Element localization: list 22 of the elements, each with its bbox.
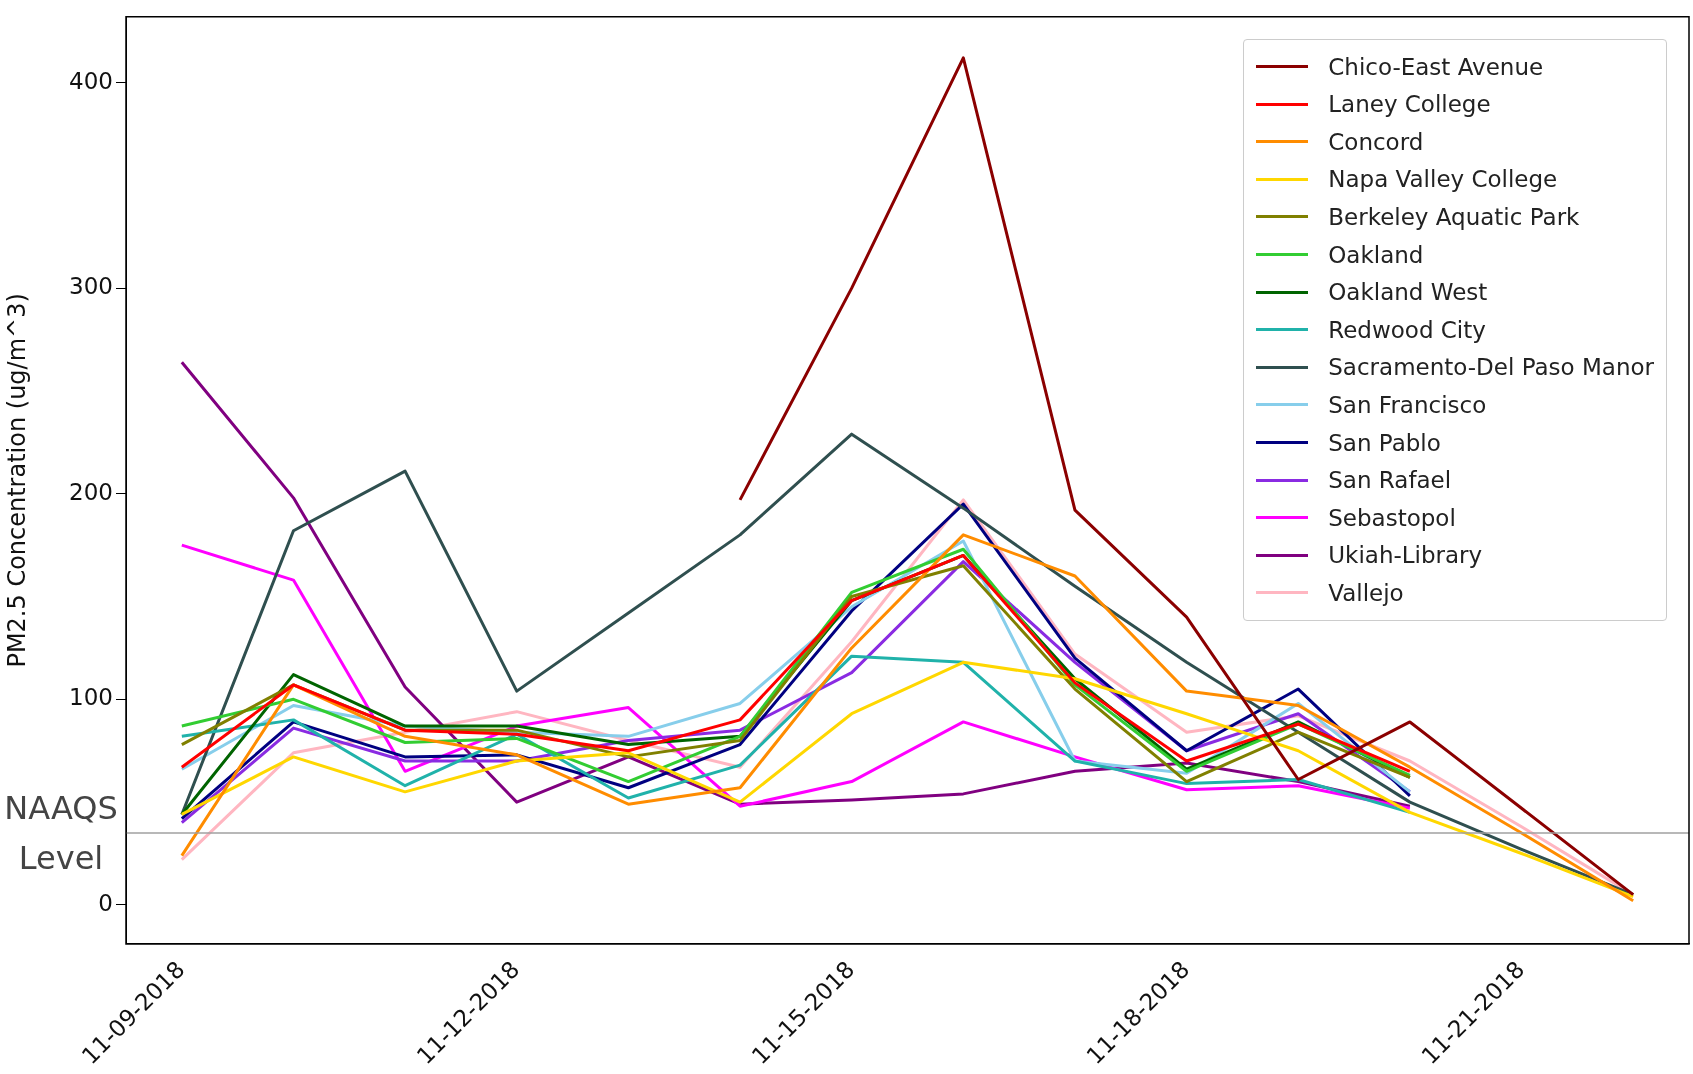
legend-label: Oakland West [1328,279,1488,306]
legend-label: San Francisco [1328,391,1487,418]
legend-label: Napa Valley College [1328,166,1558,193]
legend-label: Berkeley Aquatic Park [1328,203,1580,230]
legend-label: Redwood City [1328,316,1486,343]
legend-label: San Pablo [1328,429,1441,456]
legend-label: Chico-East Avenue [1328,53,1544,80]
legend-label: Concord [1328,128,1424,155]
legend-label: Sebastopol [1328,504,1456,531]
legend-label: Oakland [1328,241,1424,268]
ref-line-label: NAAQS Level [3,787,119,879]
y-tick-label: 0 [98,889,113,916]
y-tick-label: 100 [69,684,113,711]
y-tick-label: 400 [69,67,113,94]
legend-label: Laney College [1328,91,1491,118]
legend-label: Vallejo [1328,579,1404,606]
y-tick-label: 300 [69,273,113,300]
y-tick-label: 200 [69,478,113,505]
legend-label: San Rafael [1328,467,1452,494]
legend-label: Sacramento-Del Paso Manor [1328,354,1654,381]
legend-label: Ukiah-Library [1328,542,1483,569]
y-axis-title: PM2.5 Concentration (ug/m^3) [2,293,31,668]
